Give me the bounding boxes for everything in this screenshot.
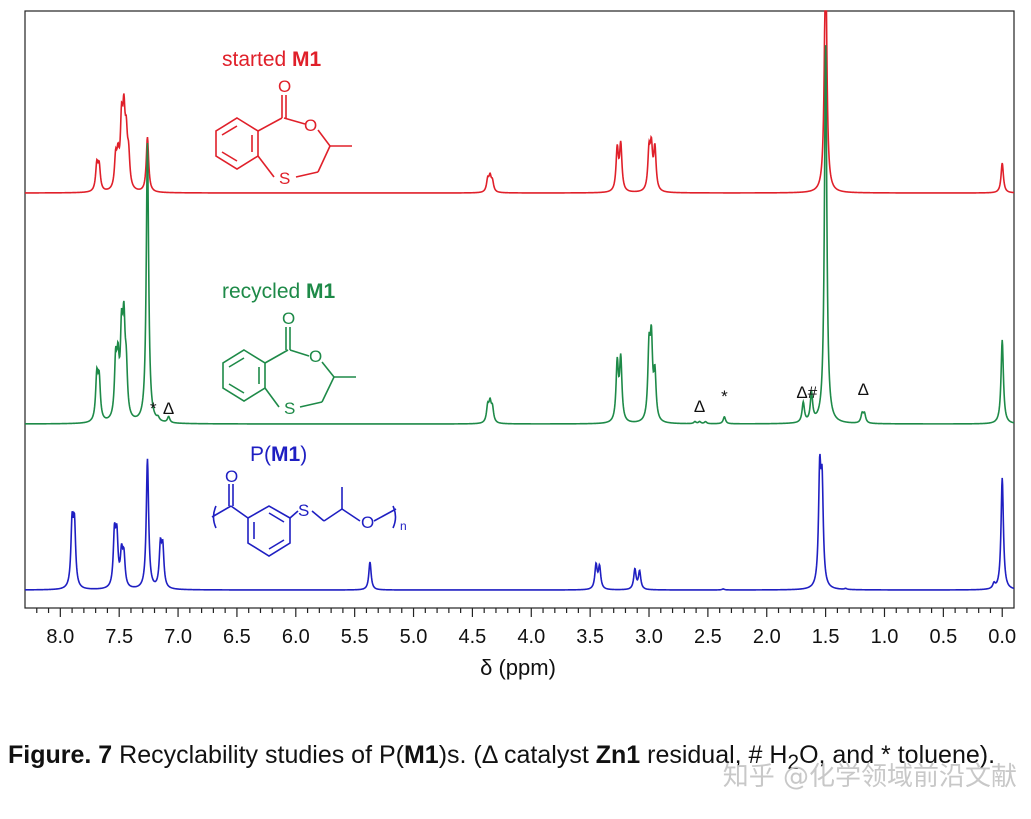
caption-label: Figure. 7 [8,741,113,769]
x-tick-label: 6.0 [282,626,310,648]
caption-bold-2: Zn1 [595,741,641,769]
caption-text-4: O, and * toluene). [799,741,996,769]
m1r-ring-o: O [309,347,322,366]
x-tick-label: 6.5 [223,626,251,648]
peak-annotation-5: Δ [858,380,869,399]
series-label-recycled: recycled M1 [222,280,336,303]
x-tick-label: 4.0 [517,626,545,648]
x-tick-label: 5.0 [400,626,428,648]
peak-annotation-2: Δ [694,397,705,416]
x-tick-label: 3.5 [576,626,604,648]
polymer-repeat-n: n [400,519,407,533]
x-axis: 8.0 7.5 7.0 6.5 6.0 5.5 5.0 4.5 4.0 3.5 3.0 2.5 2.0 1… [36,608,1016,648]
peak-annotation-1: Δ [163,399,174,418]
series-label-started: started M1 [222,48,322,71]
m1r-sulfur: S [284,399,295,418]
structure-m1-recycled: O O S [222,309,356,418]
figure-caption: Figure. 7 Recyclability studies of P(M1)… [8,738,1018,780]
x-tick-label: 2.0 [753,626,781,648]
caption-text-2: )s. (Δ catalyst [438,741,596,769]
polymer-ether-o: O [361,513,374,532]
structure-m1-started: O O S [215,77,352,188]
x-tick-label: 3.0 [635,626,663,648]
spectrum-line-2 [25,453,1015,591]
m1-sulfur: S [279,169,290,188]
peak-annotation-3: * [721,387,728,406]
x-tick-label: 4.5 [458,626,486,648]
spectrum-line-1 [25,45,1015,425]
polymer-carbonyl-o: O [225,467,238,486]
x-tick-label: 1.0 [871,626,899,648]
m1-carbonyl-o: O [278,77,291,96]
peak-annotation-4: Δ# [796,383,817,402]
spectra-group [25,10,1015,591]
m1-ring-o: O [304,116,317,135]
x-tick-label: 0.0 [988,626,1016,648]
x-tick-label: 7.5 [105,626,133,648]
annotations-group: * Δ Δ * Δ# Δ [150,380,869,418]
peak-annotation-0: * [150,399,157,418]
x-axis-label: δ (ppm) [480,655,556,680]
x-tick-label: 1.5 [812,626,840,648]
caption-text-3: residual, # H [640,741,788,769]
x-tick-label: 8.0 [46,626,74,648]
x-tick-label: 2.5 [694,626,722,648]
structure-polymer: O S O n [211,467,407,557]
nmr-figure: * Δ Δ * Δ# Δ 8.0 7.5 7.0 6.5 6.0 5.5 5.0 4.5 4.0 3.5 3.… [24,10,1016,680]
x-tick-label: 0.5 [929,626,957,648]
caption-bold-1: M1 [403,741,439,769]
x-tick-label: 5.5 [341,626,369,648]
spectrum-line-0 [25,10,1015,194]
plot-frame [24,10,1015,609]
polymer-sulfur: S [298,501,309,520]
caption-text-1: Recyclability studies of P( [112,741,404,769]
m1r-carbonyl-o: O [282,309,295,328]
series-label-polymer: P(M1) [250,443,307,466]
caption-subscript: 2 [787,751,800,774]
x-tick-label: 7.0 [164,626,192,648]
